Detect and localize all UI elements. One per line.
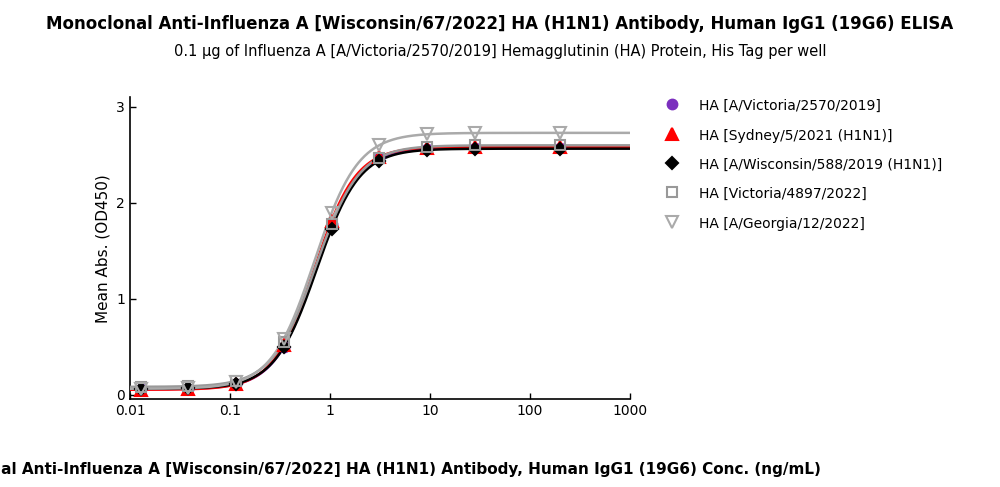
HA [A/Georgia/12/2022] (469, 130, 481, 136)
Line: HA [A/Wisconsin/588/2019 (H1N1)]: HA [A/Wisconsin/588/2019 (H1N1)] (137, 145, 564, 393)
HA [A/Georgia/12/2022] (135, 386, 147, 392)
Text: Monoclonal Anti-Influenza A [Wisconsin/67/2022] HA (H1N1) Antibody, Human IgG1 (: Monoclonal Anti-Influenza A [Wisconsin/6… (0, 462, 821, 477)
HA [A/Victoria/2570/2019] (182, 386, 194, 392)
Text: 0.1 μg of Influenza A [A/Victoria/2570/2019] Hemagglutinin (HA) Protein, His Tag: 0.1 μg of Influenza A [A/Victoria/2570/2… (174, 44, 826, 59)
HA [A/Wisconsin/588/2019 (H1N1)] (373, 158, 385, 164)
HA [A/Victoria/2570/2019] (554, 145, 566, 150)
HA [A/Georgia/12/2022] (182, 385, 194, 391)
HA [A/Georgia/12/2022] (278, 336, 290, 341)
Legend: HA [A/Victoria/2570/2019], HA [Sydney/5/2021 (H1N1)], HA [A/Wisconsin/588/2019 (: HA [A/Victoria/2570/2019], HA [Sydney/5/… (657, 98, 942, 231)
Line: HA [Sydney/5/2021 (H1N1)]: HA [Sydney/5/2021 (H1N1)] (135, 141, 566, 395)
HA [A/Wisconsin/588/2019 (H1N1)] (554, 146, 566, 151)
HA [Victoria/4897/2022] (326, 221, 338, 227)
Line: HA [Victoria/4897/2022]: HA [Victoria/4897/2022] (136, 140, 565, 392)
HA [Sydney/5/2021 (H1N1)] (421, 145, 433, 151)
HA [A/Wisconsin/588/2019 (H1N1)] (230, 381, 242, 387)
HA [Sydney/5/2021 (H1N1)] (182, 386, 194, 392)
HA [A/Wisconsin/588/2019 (H1N1)] (421, 147, 433, 153)
HA [A/Georgia/12/2022] (373, 142, 385, 148)
HA [A/Victoria/2570/2019] (469, 145, 481, 151)
HA [A/Georgia/12/2022] (421, 131, 433, 137)
HA [A/Victoria/2570/2019] (421, 146, 433, 152)
HA [A/Wisconsin/588/2019 (H1N1)] (326, 226, 338, 232)
HA [A/Wisconsin/588/2019 (H1N1)] (278, 344, 290, 350)
HA [A/Victoria/2570/2019] (278, 344, 290, 350)
HA [Victoria/4897/2022] (554, 142, 566, 148)
HA [A/Wisconsin/588/2019 (H1N1)] (182, 385, 194, 391)
HA [Victoria/4897/2022] (469, 143, 481, 149)
HA [Victoria/4897/2022] (230, 378, 242, 384)
Text: Monoclonal Anti-Influenza A [Wisconsin/67/2022] HA (H1N1) Antibody, Human IgG1 (: Monoclonal Anti-Influenza A [Wisconsin/6… (46, 15, 954, 33)
Line: HA [A/Georgia/12/2022]: HA [A/Georgia/12/2022] (135, 127, 566, 394)
HA [Sydney/5/2021 (H1N1)] (135, 387, 147, 393)
HA [Sydney/5/2021 (H1N1)] (326, 218, 338, 224)
HA [A/Victoria/2570/2019] (230, 381, 242, 387)
HA [Sydney/5/2021 (H1N1)] (373, 154, 385, 160)
HA [Victoria/4897/2022] (373, 155, 385, 161)
HA [A/Georgia/12/2022] (554, 130, 566, 136)
Line: HA [A/Victoria/2570/2019]: HA [A/Victoria/2570/2019] (136, 143, 565, 394)
HA [Victoria/4897/2022] (278, 338, 290, 344)
HA [A/Wisconsin/588/2019 (H1N1)] (469, 146, 481, 152)
HA [Victoria/4897/2022] (421, 144, 433, 150)
Y-axis label: Mean Abs. (OD450): Mean Abs. (OD450) (96, 174, 111, 323)
HA [A/Georgia/12/2022] (326, 210, 338, 216)
HA [A/Wisconsin/588/2019 (H1N1)] (135, 386, 147, 392)
HA [A/Victoria/2570/2019] (373, 155, 385, 161)
HA [Sydney/5/2021 (H1N1)] (469, 144, 481, 150)
HA [A/Victoria/2570/2019] (326, 222, 338, 227)
HA [Sydney/5/2021 (H1N1)] (278, 342, 290, 348)
HA [A/Victoria/2570/2019] (135, 386, 147, 392)
HA [A/Georgia/12/2022] (230, 379, 242, 385)
HA [Sydney/5/2021 (H1N1)] (230, 381, 242, 387)
HA [Victoria/4897/2022] (182, 383, 194, 389)
HA [Sydney/5/2021 (H1N1)] (554, 144, 566, 150)
HA [Victoria/4897/2022] (135, 384, 147, 390)
